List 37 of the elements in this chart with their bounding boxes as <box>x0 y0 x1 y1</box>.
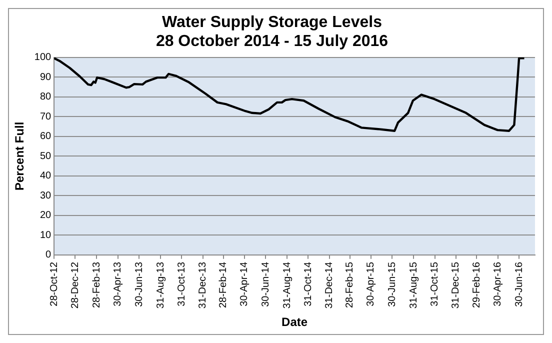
x-tick-label: 31-Oct-13 <box>176 261 188 306</box>
x-tick-label: 28-Dec-12 <box>70 261 81 309</box>
x-tick-label: 28-Oct-12 <box>48 261 60 306</box>
x-tick-label: 31-Dec-15 <box>450 261 462 309</box>
y-tick-label: 0 <box>46 250 52 261</box>
x-tick-label: 30-Jun-14 <box>260 261 272 307</box>
y-tick-label: 30 <box>40 190 52 202</box>
x-tick-label: 28-Feb-15 <box>344 261 356 308</box>
y-tick-label: 20 <box>40 210 52 222</box>
x-tick-label: 31-Aug-14 <box>282 261 293 309</box>
y-tick-label: 90 <box>40 72 52 83</box>
x-tick-label: 30-Jun-16 <box>514 261 525 307</box>
x-tick-label: 30-Apr-16 <box>492 261 504 306</box>
x-tick-label: 28-Feb-14 <box>218 261 230 308</box>
x-tick-label: 31-Dec-13 <box>198 261 209 309</box>
x-tick-label: 30-Apr-13 <box>112 261 124 306</box>
y-tick-label: 100 <box>34 52 52 64</box>
x-tick-label: 30-Apr-15 <box>366 261 377 306</box>
y-tick-label: 70 <box>40 111 52 122</box>
x-axis-title: Date <box>282 315 308 330</box>
x-tick-label: 31-Aug-15 <box>408 261 420 309</box>
x-tick-label: 31-Oct-15 <box>430 261 441 306</box>
x-tick-label: 30-Jun-13 <box>134 261 145 307</box>
x-tick-label: 28-Feb-13 <box>91 261 102 308</box>
y-tick-label: 80 <box>40 92 52 103</box>
y-tick-label: 10 <box>40 230 52 241</box>
x-tick-label: 30-Apr-14 <box>239 261 250 306</box>
y-tick-label: 50 <box>40 150 52 162</box>
x-tick-label: 31-Aug-13 <box>155 261 166 309</box>
y-tick-label: 40 <box>40 170 52 182</box>
x-tick-label: 30-Jun-15 <box>386 261 398 307</box>
x-tick-label: 29-Feb-16 <box>472 261 482 308</box>
y-tick-label: 60 <box>40 131 52 142</box>
x-tick-label: 31-Oct-14 <box>302 261 314 306</box>
y-axis-title: Percent Full <box>12 122 27 190</box>
chart-title: Water Supply Storage Levels 28 October 2014 - 15 July 2016 <box>156 14 388 50</box>
x-tick-label: 31-Dec-14 <box>324 261 336 309</box>
